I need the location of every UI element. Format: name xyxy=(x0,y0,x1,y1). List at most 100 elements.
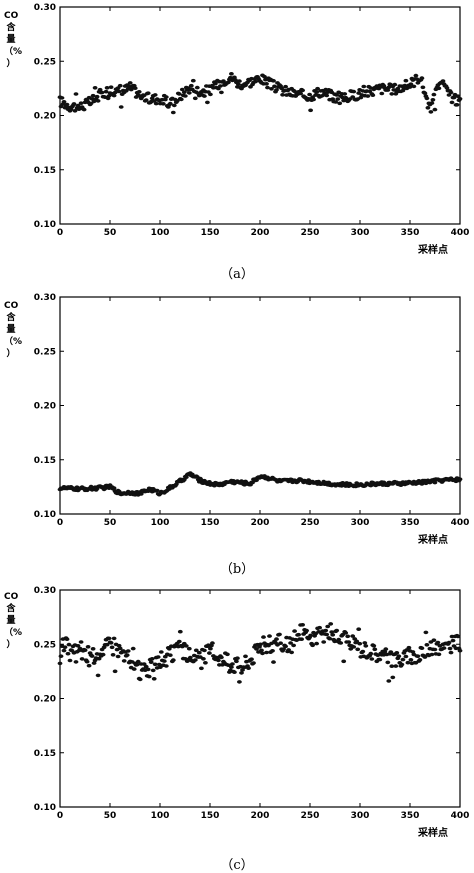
data-point xyxy=(239,671,244,675)
data-point xyxy=(152,93,158,97)
data-point xyxy=(274,88,279,92)
data-point xyxy=(424,96,430,101)
data-point xyxy=(84,659,90,664)
data-point xyxy=(183,644,189,648)
x-tick-label: 400 xyxy=(451,518,470,528)
data-point xyxy=(279,86,284,91)
data-point xyxy=(117,83,123,88)
data-point xyxy=(109,645,115,650)
data-point xyxy=(218,84,223,88)
data-point xyxy=(429,101,435,105)
data-point xyxy=(90,647,96,651)
data-point xyxy=(137,677,143,682)
data-point xyxy=(243,654,248,659)
data-point xyxy=(271,660,276,664)
data-point xyxy=(368,651,374,656)
data-point xyxy=(149,657,155,661)
y-tick-label: 0.25 xyxy=(34,347,56,357)
data-point xyxy=(261,635,266,639)
x-axis-label-c: 采样点 xyxy=(418,828,448,839)
data-point xyxy=(154,488,160,493)
data-point xyxy=(111,636,117,641)
x-tick-label: 150 xyxy=(201,228,220,238)
data-point xyxy=(226,80,231,85)
data-point xyxy=(300,623,305,627)
data-point xyxy=(236,82,241,87)
data-point xyxy=(158,650,164,654)
data-point xyxy=(199,666,204,671)
data-point xyxy=(377,657,383,662)
data-point xyxy=(124,653,130,657)
data-point xyxy=(420,85,426,90)
data-point xyxy=(73,92,79,96)
data-point xyxy=(281,647,286,651)
data-point xyxy=(262,74,267,79)
data-point xyxy=(351,645,357,649)
data-point xyxy=(289,650,294,655)
scatter-plot-a: 0 50 100 150 200 250 300 350 400 0.10 0.15 0.20 0.25… xyxy=(34,3,470,238)
data-point xyxy=(444,86,450,90)
data-point xyxy=(86,663,92,668)
data-point xyxy=(400,657,406,662)
x-tick-label: 300 xyxy=(351,228,370,238)
data-point xyxy=(266,643,271,648)
y-axis-label-b: CO 含 量 （% ） xyxy=(4,301,23,359)
data-point xyxy=(317,625,322,630)
data-point xyxy=(213,81,218,86)
data-point xyxy=(321,640,327,644)
data-point xyxy=(135,659,141,664)
data-point xyxy=(323,628,329,633)
data-point xyxy=(422,91,428,95)
data-point xyxy=(259,648,264,653)
data-point xyxy=(71,102,77,106)
data-point xyxy=(112,90,118,95)
x-tick-label: 350 xyxy=(401,811,420,821)
data-point xyxy=(335,97,341,101)
data-point xyxy=(346,640,352,644)
data-point xyxy=(394,651,400,655)
data-point xyxy=(311,97,316,102)
x-tick-label: 200 xyxy=(251,811,270,821)
data-point xyxy=(132,86,138,90)
data-point xyxy=(90,93,96,98)
data-point xyxy=(161,659,167,663)
data-point xyxy=(57,661,63,666)
data-point xyxy=(299,637,304,641)
data-point xyxy=(153,101,159,106)
data-point xyxy=(292,629,297,633)
y-tick-label: 0.20 xyxy=(34,112,56,122)
data-point xyxy=(194,85,200,90)
x-tick-label: 200 xyxy=(251,518,270,528)
data-point xyxy=(116,643,122,648)
data-point xyxy=(270,649,275,653)
data-point xyxy=(432,480,438,485)
data-point xyxy=(455,94,461,98)
data-point xyxy=(446,640,452,645)
data-point xyxy=(330,633,336,637)
data-point xyxy=(314,641,319,646)
x-axis-label-b: 采样点 xyxy=(418,535,448,546)
data-point xyxy=(234,659,239,664)
data-point xyxy=(79,657,85,661)
x-axis-label-a: 采样点 xyxy=(418,245,448,256)
data-point xyxy=(304,628,309,633)
data-point xyxy=(203,661,208,665)
data-point xyxy=(419,646,425,650)
data-point xyxy=(308,633,313,638)
data-point xyxy=(108,85,114,89)
data-point xyxy=(104,642,110,647)
data-point xyxy=(58,654,64,658)
data-point xyxy=(450,638,456,643)
data-point xyxy=(216,86,221,91)
x-tick-label: 150 xyxy=(201,811,220,821)
data-point xyxy=(134,662,140,667)
data-point xyxy=(448,650,454,655)
chart-panel-a: 0 50 100 150 200 250 300 350 400 0.10 0.15 0.20 0.25… xyxy=(0,0,474,285)
data-point xyxy=(419,76,425,80)
data-point xyxy=(333,100,339,104)
y-tick-label: 0.30 xyxy=(34,586,56,596)
data-point xyxy=(457,97,463,101)
data-point xyxy=(94,94,100,99)
data-point xyxy=(431,92,437,97)
data-point xyxy=(448,90,454,95)
